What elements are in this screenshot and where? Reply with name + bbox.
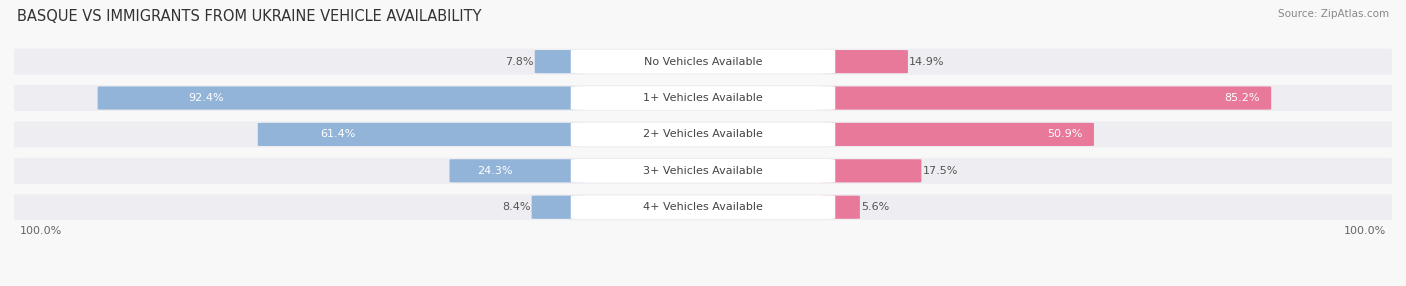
FancyBboxPatch shape (821, 86, 1271, 110)
Text: 14.9%: 14.9% (910, 57, 945, 67)
Text: 92.4%: 92.4% (188, 93, 224, 103)
FancyBboxPatch shape (571, 86, 835, 110)
FancyBboxPatch shape (11, 158, 1395, 184)
Text: 50.9%: 50.9% (1047, 130, 1083, 139)
Text: 3+ Vehicles Available: 3+ Vehicles Available (643, 166, 763, 176)
Text: BASQUE VS IMMIGRANTS FROM UKRAINE VEHICLE AVAILABILITY: BASQUE VS IMMIGRANTS FROM UKRAINE VEHICL… (17, 9, 481, 23)
FancyBboxPatch shape (450, 159, 585, 182)
FancyBboxPatch shape (821, 159, 921, 182)
FancyBboxPatch shape (821, 123, 1094, 146)
FancyBboxPatch shape (257, 123, 585, 146)
Text: No Vehicles Available: No Vehicles Available (644, 57, 762, 67)
Text: 24.3%: 24.3% (477, 166, 513, 176)
FancyBboxPatch shape (11, 194, 1395, 220)
Text: 5.6%: 5.6% (860, 202, 890, 212)
FancyBboxPatch shape (11, 122, 1395, 147)
FancyBboxPatch shape (821, 196, 860, 219)
FancyBboxPatch shape (534, 50, 585, 73)
FancyBboxPatch shape (571, 50, 835, 74)
FancyBboxPatch shape (11, 85, 1395, 111)
FancyBboxPatch shape (531, 196, 585, 219)
FancyBboxPatch shape (821, 50, 908, 73)
FancyBboxPatch shape (571, 123, 835, 146)
FancyBboxPatch shape (571, 159, 835, 183)
Text: 7.8%: 7.8% (505, 57, 533, 67)
Text: 2+ Vehicles Available: 2+ Vehicles Available (643, 130, 763, 139)
Text: 1+ Vehicles Available: 1+ Vehicles Available (643, 93, 763, 103)
Text: 100.0%: 100.0% (20, 226, 62, 236)
Text: 4+ Vehicles Available: 4+ Vehicles Available (643, 202, 763, 212)
Text: 8.4%: 8.4% (502, 202, 530, 212)
FancyBboxPatch shape (11, 49, 1395, 75)
Text: 100.0%: 100.0% (1344, 226, 1386, 236)
FancyBboxPatch shape (97, 86, 585, 110)
Text: 85.2%: 85.2% (1225, 93, 1260, 103)
Text: 17.5%: 17.5% (922, 166, 957, 176)
Text: 61.4%: 61.4% (319, 130, 356, 139)
FancyBboxPatch shape (571, 195, 835, 219)
Text: Source: ZipAtlas.com: Source: ZipAtlas.com (1278, 9, 1389, 19)
